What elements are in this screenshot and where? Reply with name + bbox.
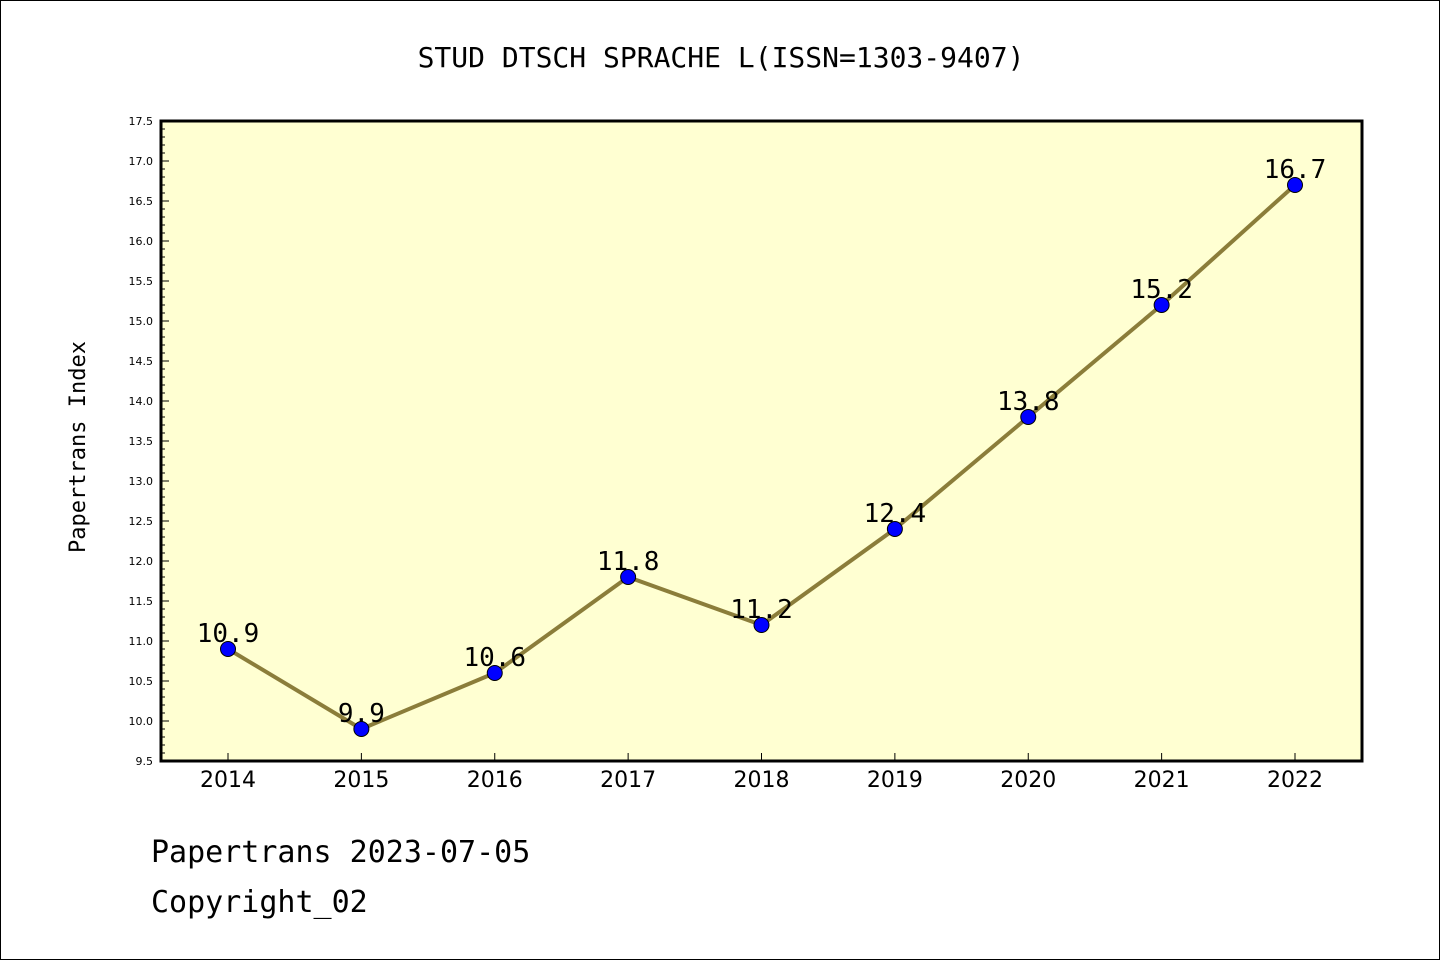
data-label: 16.7 (1264, 155, 1327, 185)
data-point-marker (753, 617, 770, 633)
data-label: 10.9 (197, 619, 260, 649)
y-tick-label: 10.0 (129, 715, 154, 728)
y-tick-label: 13.0 (129, 475, 154, 488)
axis-ticks: 9.5 10.0 10.5 11.0 11.5 12.0 12.5 13.0 13.5 14.0 1… (129, 115, 1324, 793)
x-tick-label: 2016 (467, 768, 523, 793)
y-tick-label: 17.5 (129, 115, 154, 128)
data-point-marker (486, 665, 503, 681)
y-tick-label: 12.5 (129, 515, 154, 528)
data-label: 12.4 (864, 499, 927, 529)
y-tick-label: 16.0 (129, 235, 154, 248)
y-tick-label: 15.0 (129, 315, 154, 328)
data-label: 11.2 (730, 595, 793, 625)
data-point-marker (886, 521, 903, 537)
data-label: 9.9 (338, 699, 385, 729)
y-tick-label: 11.5 (129, 595, 154, 608)
y-tick-label: 13.5 (129, 435, 154, 448)
footer-date-text: Papertrans 2023-07-05 (151, 835, 531, 870)
data-point-marker (353, 721, 370, 737)
data-point-marker (220, 641, 236, 657)
y-tick-label: 12.0 (129, 555, 154, 568)
chart-title: STUD DTSCH SPRACHE L(ISSN=1303-9407) (418, 41, 1025, 74)
data-point-marker (1020, 409, 1037, 425)
data-label: 13.8 (997, 387, 1060, 417)
y-tick-label: 14.5 (129, 355, 154, 368)
x-tick-label: 2021 (1134, 768, 1190, 793)
x-tick-label: 2018 (734, 768, 790, 793)
y-tick-label: 15.5 (129, 275, 154, 288)
y-tick-label: 16.5 (129, 195, 154, 208)
data-label: 10.6 (463, 643, 526, 673)
y-axis-label: Papertrans Index (66, 341, 91, 553)
y-tick-label: 11.0 (129, 635, 154, 648)
data-point-marker (1153, 297, 1170, 313)
x-tick-label: 2017 (600, 768, 656, 793)
plot-area (161, 121, 1362, 761)
data-point-marker (1287, 177, 1303, 193)
x-tick-label: 2015 (333, 768, 389, 793)
x-tick-label: 2019 (867, 768, 923, 793)
y-tick-label: 14.0 (129, 395, 154, 408)
data-series: 10.9 9.9 10.6 11.8 11.2 12.4 13.8 15.2 16.7 (197, 155, 1327, 737)
data-label: 11.8 (597, 547, 660, 577)
x-tick-label: 2014 (200, 768, 256, 793)
x-tick-label: 2022 (1267, 768, 1323, 793)
plot-border (159, 119, 1364, 763)
data-point-marker (620, 569, 637, 585)
x-tick-label: 2020 (1000, 768, 1056, 793)
y-tick-label: 17.0 (129, 155, 154, 168)
y-tick-label: 10.5 (129, 675, 154, 688)
footer-copyright-text: Copyright_02 (151, 885, 368, 920)
data-label: 15.2 (1130, 275, 1193, 305)
y-tick-label: 9.5 (136, 755, 154, 768)
